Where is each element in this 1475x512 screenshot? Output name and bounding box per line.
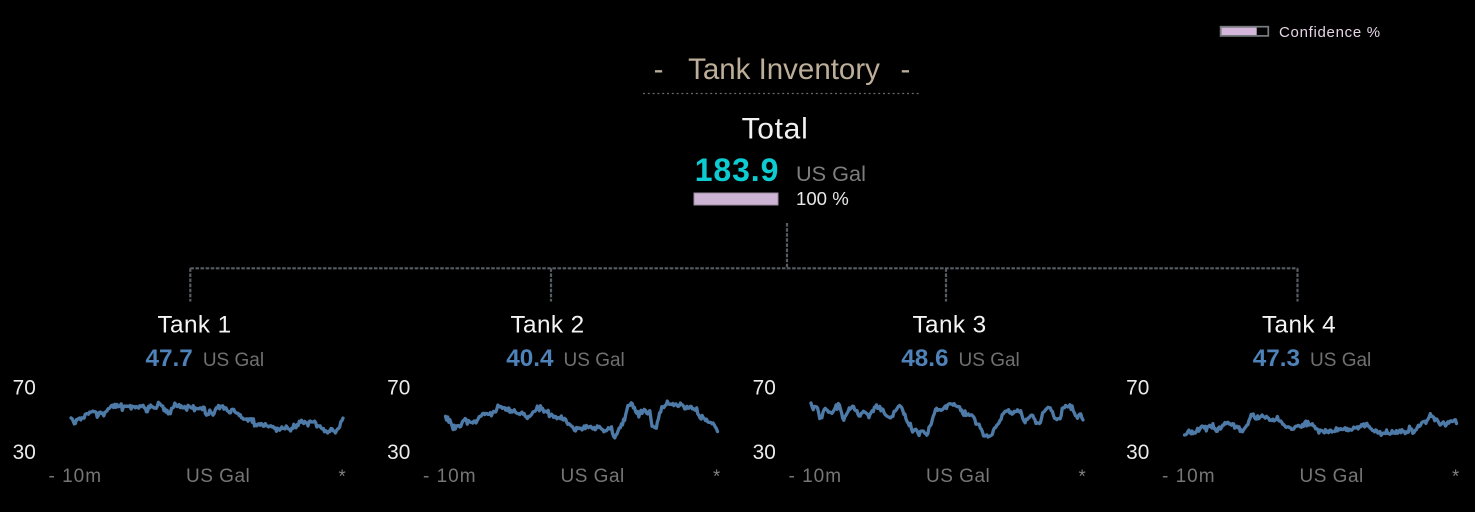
svg-text:70: 70 <box>387 376 410 399</box>
svg-text:- 10m: - 10m <box>423 466 477 487</box>
svg-text:*: * <box>339 466 346 487</box>
svg-text:-: - <box>654 53 664 86</box>
svg-text:70: 70 <box>1126 376 1149 399</box>
svg-text:Confidence %: Confidence % <box>1279 24 1381 41</box>
svg-text:- 10m: - 10m <box>49 466 103 487</box>
svg-text:Tank 1: Tank 1 <box>158 312 232 339</box>
svg-text:US Gal: US Gal <box>796 161 866 186</box>
svg-text:- 10m: - 10m <box>1162 466 1216 487</box>
svg-text:30: 30 <box>13 441 36 464</box>
svg-text:40.4US Gal: 40.4 US Gal <box>506 345 625 372</box>
svg-text:US Gal: US Gal <box>561 466 625 487</box>
svg-text:- 10m: - 10m <box>789 466 843 487</box>
svg-text:Tank Inventory: Tank Inventory <box>688 53 880 86</box>
svg-text:*: * <box>1452 466 1459 487</box>
svg-text:30: 30 <box>387 441 410 464</box>
svg-text:Total: Total <box>742 113 809 146</box>
svg-text:100 %: 100 % <box>796 188 849 209</box>
svg-text:*: * <box>1079 466 1086 487</box>
svg-text:30: 30 <box>1126 441 1149 464</box>
svg-text:*: * <box>713 466 720 487</box>
svg-text:-: - <box>900 53 910 86</box>
svg-text:Tank 4: Tank 4 <box>1262 312 1336 339</box>
svg-text:Tank 3: Tank 3 <box>913 312 987 339</box>
svg-text:47.3US Gal: 47.3 US Gal <box>1253 345 1372 372</box>
svg-text:30: 30 <box>753 441 776 464</box>
svg-text:70: 70 <box>13 376 36 399</box>
svg-text:US Gal: US Gal <box>926 466 990 487</box>
svg-text:Tank 2: Tank 2 <box>511 312 585 339</box>
svg-text:US Gal: US Gal <box>1300 466 1364 487</box>
svg-text:US Gal: US Gal <box>186 466 250 487</box>
svg-text:183.9: 183.9 <box>695 152 780 188</box>
svg-text:70: 70 <box>753 376 776 399</box>
svg-text:48.6US Gal: 48.6 US Gal <box>901 345 1020 372</box>
svg-text:47.7US Gal: 47.7 US Gal <box>146 345 265 372</box>
